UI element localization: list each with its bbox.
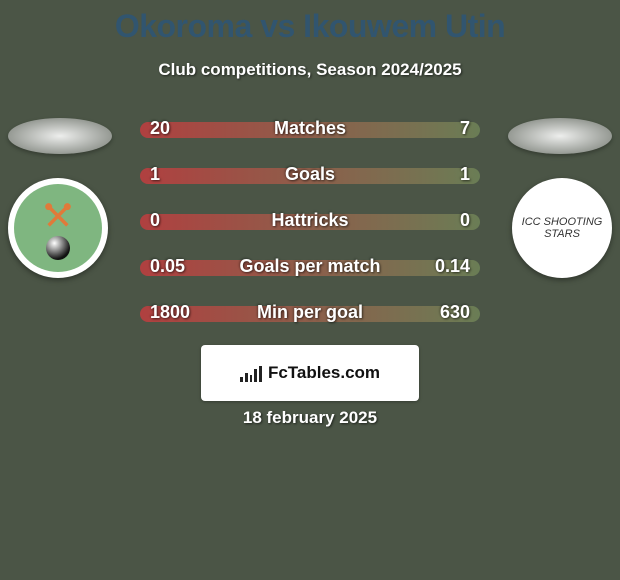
date-text: 18 february 2025: [0, 408, 620, 428]
stat-row: 1 Goals 1: [110, 166, 510, 186]
player-right-avatar-placeholder: [508, 118, 612, 154]
crossed-keys-icon: [44, 202, 72, 230]
stat-right-value: 7: [460, 118, 470, 139]
stat-right-value: 1: [460, 164, 470, 185]
page-title: Okoroma vs Ikouwem Utin: [0, 8, 620, 45]
stat-right-value: 630: [440, 302, 470, 323]
stat-label: Matches: [110, 118, 510, 139]
stat-right-value: 0: [460, 210, 470, 231]
stats-container: 20 Matches 7 1 Goals 1 0 Hattricks 0 0.0…: [110, 120, 510, 324]
club-badge-left-inner: [14, 184, 102, 272]
stat-label: Hattricks: [110, 210, 510, 231]
brand-chart-icon: [240, 364, 262, 382]
club-badge-right-text: ICC SHOOTING STARS: [512, 210, 612, 246]
club-badge-right: ICC SHOOTING STARS: [512, 178, 612, 278]
club-badge-left: [8, 178, 108, 278]
brand-box: FcTables.com: [201, 345, 419, 401]
stat-row: 1800 Min per goal 630: [110, 304, 510, 324]
player-right-column: ICC SHOOTING STARS: [508, 118, 612, 278]
stat-row: 20 Matches 7: [110, 120, 510, 140]
player-left-column: [8, 118, 112, 278]
subtitle: Club competitions, Season 2024/2025: [0, 60, 620, 80]
stat-row: 0.05 Goals per match 0.14: [110, 258, 510, 278]
stat-label: Goals: [110, 164, 510, 185]
player-left-avatar-placeholder: [8, 118, 112, 154]
brand-text: FcTables.com: [268, 363, 380, 383]
stat-row: 0 Hattricks 0: [110, 212, 510, 232]
stat-right-value: 0.14: [435, 256, 470, 277]
football-icon: [46, 236, 70, 260]
